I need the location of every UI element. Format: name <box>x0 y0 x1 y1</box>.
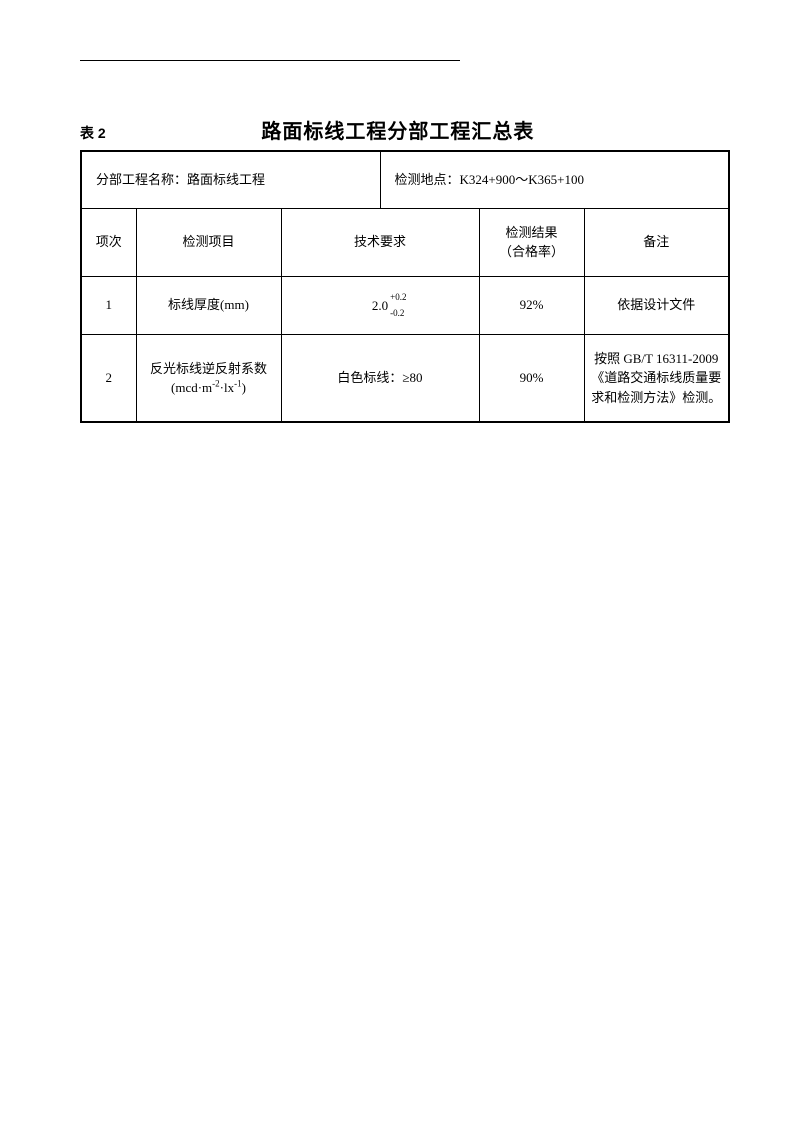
cell-idx: 1 <box>81 276 136 334</box>
cell-item-sup1: -2 <box>212 379 220 389</box>
tolerance-lower: -0.2 <box>390 309 404 318</box>
col-header-requirement: 技术要求 <box>281 208 479 276</box>
tolerance-upper: +0.2 <box>390 293 406 302</box>
col-header-result: 检测结果 （合格率） <box>479 208 584 276</box>
cell-requirement: 2.0 +0.2 -0.2 <box>281 276 479 334</box>
cell-item: 反光标线逆反射系数 (mcd·m-2·lx-1) <box>136 334 281 422</box>
table-row: 1 标线厚度(mm) 2.0 +0.2 -0.2 92% 依据设计文件 <box>81 276 729 334</box>
table-row: 2 反光标线逆反射系数 (mcd·m-2·lx-1) 白色标线：≥80 90% … <box>81 334 729 422</box>
tolerance-base: 2.0 <box>372 296 388 316</box>
col-header-item: 检测项目 <box>136 208 281 276</box>
cell-item: 标线厚度(mm) <box>136 276 281 334</box>
cell-note: 按照 GB/T 16311-2009《道路交通标线质量要求和检测方法》检测。 <box>584 334 729 422</box>
col-header-idx: 项次 <box>81 208 136 276</box>
meta-row: 分部工程名称：路面标线工程 检测地点：K324+900～K365+100 <box>81 151 729 208</box>
project-name-cell: 分部工程名称：路面标线工程 <box>81 151 380 208</box>
location-label: 检测地点： <box>395 172 460 187</box>
header-row-cells: 项次 检测项目 技术要求 检测结果 （合格率） 备注 <box>81 208 729 276</box>
location-cell: 检测地点：K324+900～K365+100 <box>380 151 729 208</box>
cell-item-sup2: -1 <box>234 379 242 389</box>
cell-idx: 2 <box>81 334 136 422</box>
summary-table: 分部工程名称：路面标线工程 检测地点：K324+900～K365+100 项次 … <box>80 150 730 423</box>
project-name-value: 路面标线工程 <box>187 172 265 187</box>
project-name-label: 分部工程名称： <box>96 172 187 187</box>
tolerance-value: 2.0 +0.2 -0.2 <box>372 295 388 316</box>
cell-item-l2b: ·lx <box>220 380 234 395</box>
page-title: 路面标线工程分部工程汇总表 <box>66 115 730 144</box>
cell-item-l2c: ) <box>242 380 246 395</box>
col-header-result-l1: 检测结果 <box>505 225 557 240</box>
cell-item-l1: 反光标线逆反射系数 <box>150 361 267 376</box>
location-value: K324+900～K365+100 <box>460 172 584 187</box>
top-underline <box>80 60 460 61</box>
cell-item-l2a: (mcd·m <box>171 380 212 395</box>
cell-note: 依据设计文件 <box>584 276 729 334</box>
col-header-note: 备注 <box>584 208 729 276</box>
cell-result: 90% <box>479 334 584 422</box>
cell-result: 92% <box>479 276 584 334</box>
cell-requirement: 白色标线：≥80 <box>281 334 479 422</box>
header-row: 表 2 路面标线工程分部工程汇总表 <box>80 115 730 144</box>
col-header-result-l2: （合格率） <box>499 244 564 259</box>
